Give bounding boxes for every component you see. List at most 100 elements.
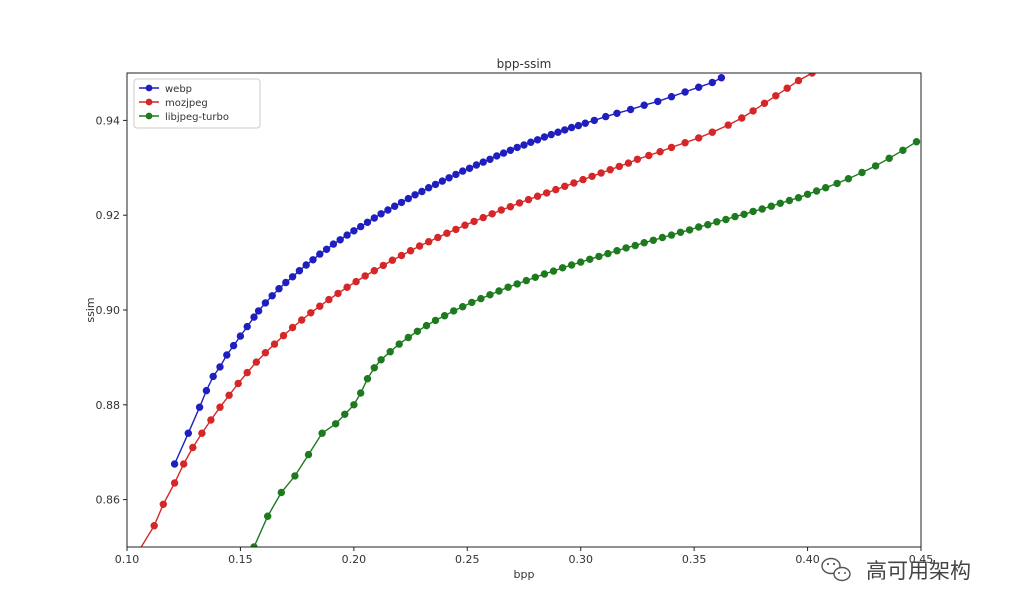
data-point [216, 403, 224, 411]
data-point [209, 372, 217, 381]
series-libjpeg-turbo [250, 138, 921, 547]
data-point [624, 159, 633, 167]
data-point [202, 386, 211, 395]
data-point [667, 231, 676, 239]
data-point [357, 389, 365, 397]
data-point [740, 210, 748, 219]
data-point [252, 358, 260, 366]
data-point [656, 148, 664, 156]
data-point [776, 199, 784, 208]
y-tick-label: 0.88 [96, 399, 121, 412]
data-point [343, 283, 351, 291]
data-point [170, 460, 179, 468]
data-point [336, 236, 344, 244]
data-point [422, 321, 431, 330]
data-point [681, 139, 689, 147]
data-point [159, 500, 168, 508]
data-point [229, 341, 238, 350]
data-point [170, 479, 179, 487]
data-point [570, 179, 578, 187]
data-point [772, 92, 780, 100]
x-tick-label: 0.20 [342, 553, 367, 566]
data-point [264, 512, 272, 520]
data-point [622, 244, 630, 252]
data-point [645, 151, 653, 160]
data-point [295, 267, 304, 275]
y-tick-label: 0.94 [96, 114, 121, 127]
data-point [189, 443, 197, 452]
data-point [486, 155, 494, 164]
data-point [515, 199, 524, 207]
x-tick-label: 0.40 [795, 553, 820, 566]
data-point [640, 239, 648, 247]
data-point [547, 130, 555, 139]
data-point [767, 202, 775, 210]
data-point [431, 316, 440, 325]
watermark-text: 高可用架构 [866, 559, 971, 583]
data-point [377, 356, 385, 364]
y-tick-label: 0.92 [96, 209, 121, 222]
data-point [576, 258, 585, 266]
data-point [195, 403, 204, 411]
data-point [434, 233, 442, 242]
data-point [411, 191, 419, 199]
x-tick-label: 0.15 [228, 553, 253, 566]
data-point [329, 240, 338, 248]
data-point [268, 292, 276, 300]
data-point [681, 88, 689, 96]
data-point [497, 206, 505, 214]
data-point [540, 270, 549, 278]
data-point [708, 128, 716, 136]
data-point [450, 307, 458, 315]
data-point [717, 73, 726, 82]
data-point [404, 194, 412, 203]
data-point [567, 261, 576, 269]
data-point [302, 261, 310, 269]
legend-label: libjpeg-turbo [165, 112, 229, 123]
data-point [282, 278, 290, 287]
data-point [298, 316, 306, 324]
legend-frame [133, 78, 261, 129]
data-point [304, 450, 313, 459]
data-point [694, 223, 703, 231]
data-point [391, 202, 399, 210]
data-point [803, 190, 812, 199]
data-point [685, 226, 694, 234]
data-point [261, 349, 270, 357]
data-point [443, 229, 451, 237]
data-point [626, 105, 635, 114]
data-point [223, 351, 231, 359]
x-axis-label: bpp [514, 568, 535, 581]
data-point [452, 225, 460, 234]
data-point [760, 99, 769, 108]
data-point [601, 112, 610, 121]
data-point [574, 121, 583, 130]
data-point [808, 73, 816, 77]
data-point [844, 175, 853, 183]
data-point [468, 298, 476, 307]
data-point [558, 264, 567, 272]
data-point [595, 252, 603, 261]
data-point [633, 155, 642, 164]
data-point [479, 213, 487, 222]
data-point [694, 83, 703, 91]
data-point [332, 420, 340, 428]
data-point [261, 299, 270, 307]
data-point [316, 250, 324, 258]
data-point [506, 146, 515, 155]
data-point [561, 126, 569, 134]
data-point [343, 231, 351, 239]
data-point [180, 460, 188, 468]
wechat-icon [821, 557, 851, 582]
data-point [404, 333, 412, 342]
data-point [493, 152, 501, 160]
data-point [549, 267, 558, 275]
data-point [288, 273, 297, 281]
y-tick-label: 0.86 [96, 494, 121, 507]
data-point [361, 272, 369, 280]
data-point [486, 291, 494, 299]
data-point [552, 185, 560, 194]
legend-label: webp [165, 84, 192, 95]
data-point [377, 210, 385, 218]
data-point [307, 309, 315, 317]
